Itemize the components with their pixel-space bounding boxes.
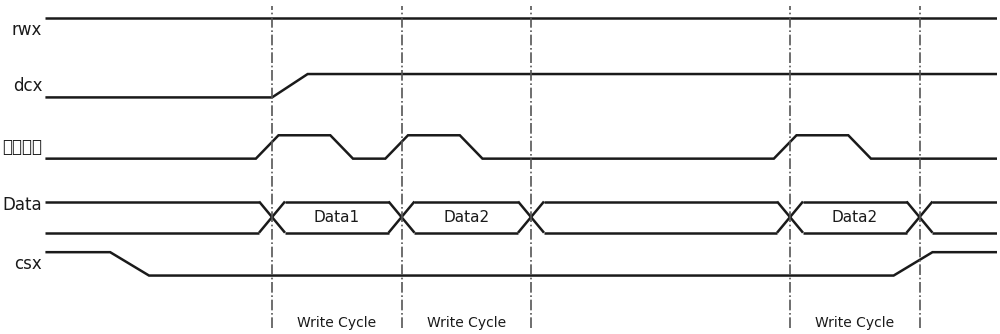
Text: csx: csx	[14, 255, 42, 273]
Text: Data2: Data2	[832, 210, 878, 224]
Text: Data: Data	[3, 196, 42, 214]
Text: 时钟信号: 时钟信号	[2, 138, 42, 156]
Text: Data1: Data1	[314, 210, 360, 224]
Text: dcx: dcx	[13, 77, 42, 95]
Text: Write Cycle: Write Cycle	[297, 316, 376, 330]
Text: rwx: rwx	[12, 21, 42, 39]
Text: Write Cycle: Write Cycle	[815, 316, 894, 330]
Text: Write Cycle: Write Cycle	[427, 316, 506, 330]
Text: Data2: Data2	[443, 210, 489, 224]
